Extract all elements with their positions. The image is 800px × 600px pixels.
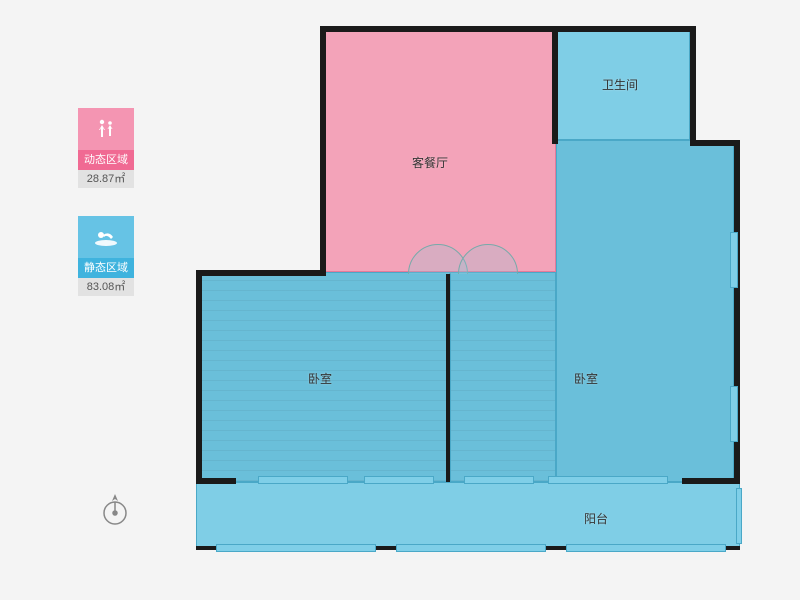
window [464, 476, 534, 484]
room-balcony [196, 482, 740, 550]
window [566, 544, 726, 552]
window [396, 544, 546, 552]
room-label-bedroom2: 卧室 [574, 370, 598, 387]
static-zone-label: 静态区域 [78, 258, 134, 278]
room-label-bathroom: 卫生间 [602, 76, 638, 93]
window [364, 476, 434, 484]
room-hall [556, 140, 734, 482]
room-bedroom2 [450, 272, 556, 482]
room-label-bedroom1: 卧室 [308, 370, 332, 387]
wall [320, 26, 326, 272]
window [216, 544, 376, 552]
wall [196, 478, 236, 484]
window [258, 476, 348, 484]
wall [690, 26, 696, 144]
legend-dynamic: 动态区域 28.87㎡ [78, 108, 138, 188]
wall [196, 270, 326, 276]
window [736, 488, 742, 544]
room-label-balcony: 阳台 [584, 510, 608, 527]
wall [682, 478, 740, 484]
dynamic-zone-icon [78, 108, 134, 150]
wall [690, 140, 738, 146]
window [730, 386, 738, 442]
static-zone-icon [78, 216, 134, 258]
dynamic-zone-label: 动态区域 [78, 150, 134, 170]
window [548, 476, 668, 484]
wall [446, 274, 450, 482]
dynamic-zone-value: 28.87㎡ [78, 170, 134, 188]
wall [552, 26, 558, 144]
compass-icon [100, 492, 130, 533]
static-zone-value: 83.08㎡ [78, 278, 134, 296]
legend-static: 静态区域 83.08㎡ [78, 216, 138, 296]
room-living [320, 26, 556, 272]
wall [320, 26, 690, 32]
room-label-living: 客餐厅 [412, 154, 448, 171]
wall [196, 270, 202, 484]
window [730, 232, 738, 288]
floor-plan: 客餐厅 卫生间卧室 卧室阳台 [196, 26, 740, 580]
legend: 动态区域 28.87㎡ 静态区域 83.08㎡ [78, 108, 138, 324]
